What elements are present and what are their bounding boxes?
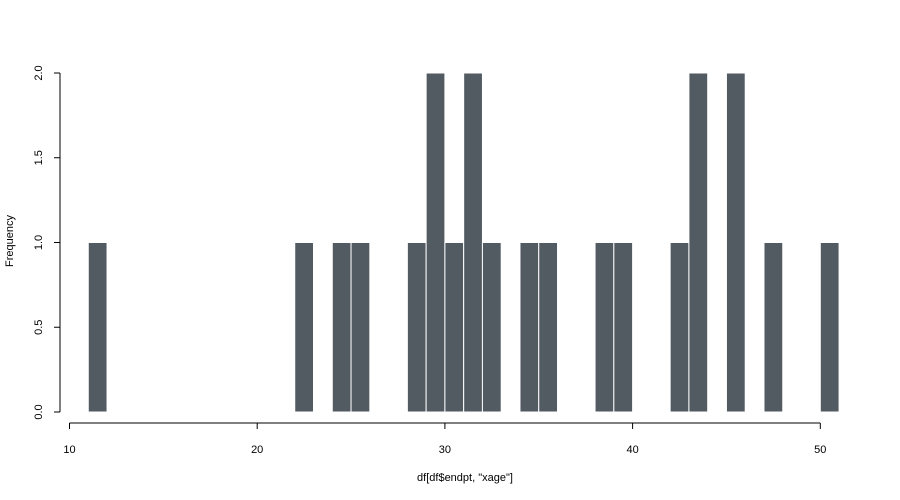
bars-group — [87, 72, 840, 413]
histogram-bar — [688, 72, 709, 413]
histogram-bar — [425, 72, 446, 413]
y-tick-label: 0.5 — [33, 320, 45, 335]
x-axis: 10 20 30 40 50 — [63, 422, 826, 456]
y-tick-label: 1.0 — [33, 235, 45, 250]
histogram-bar — [444, 242, 465, 413]
histogram-bar — [481, 242, 502, 413]
histogram-bar — [594, 242, 615, 413]
x-tick-label: 50 — [814, 444, 826, 456]
y-tick-label: 1.5 — [33, 150, 45, 165]
x-tick-label: 40 — [626, 444, 638, 456]
histogram-bar — [538, 242, 559, 413]
histogram-bar — [331, 242, 352, 413]
x-tick-label: 30 — [439, 444, 451, 456]
histogram-bar — [613, 242, 634, 413]
y-tick-label: 2.0 — [33, 65, 45, 80]
histogram-bar — [763, 242, 784, 413]
histogram-bar — [463, 72, 483, 413]
histogram-bar — [725, 72, 746, 413]
x-axis-title: df[df$endpt, "xage"] — [417, 472, 513, 484]
y-axis-title: Frequency — [4, 215, 16, 267]
histogram-bar — [294, 242, 315, 413]
y-axis: 0.0 0.5 1.0 1.5 2.0 — [33, 65, 61, 420]
histogram-bar — [519, 242, 540, 413]
y-tick-label: 0.0 — [33, 404, 45, 419]
histogram-bar — [819, 242, 840, 413]
histogram-bar — [406, 242, 427, 413]
x-tick-label: 20 — [251, 444, 263, 456]
histogram-bar — [87, 242, 108, 413]
histogram-bar — [669, 242, 690, 413]
histogram-bar — [350, 242, 371, 413]
x-tick-label: 10 — [63, 444, 75, 456]
